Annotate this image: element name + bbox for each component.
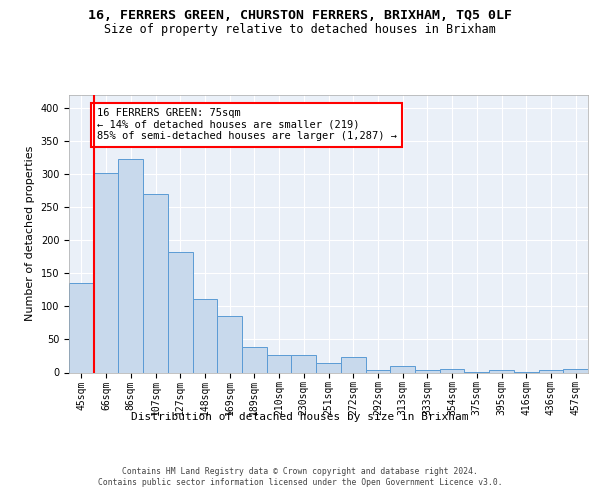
Bar [217, 316, 242, 372]
Text: 16 FERRERS GREEN: 75sqm
← 14% of detached houses are smaller (219)
85% of semi-d: 16 FERRERS GREEN: 75sqm ← 14% of detache… [97, 108, 397, 142]
Bar [143, 194, 168, 372]
Text: Contains HM Land Registry data © Crown copyright and database right 2024.
Contai: Contains HM Land Registry data © Crown c… [98, 468, 502, 487]
Y-axis label: Number of detached properties: Number of detached properties [25, 146, 35, 322]
Bar [440, 368, 464, 372]
Bar [168, 252, 193, 372]
Bar [69, 284, 94, 372]
Bar [489, 370, 514, 372]
Bar [292, 354, 316, 372]
Bar [242, 348, 267, 372]
Bar [267, 354, 292, 372]
Bar [390, 366, 415, 372]
Bar [118, 159, 143, 372]
Bar [316, 362, 341, 372]
Bar [563, 368, 588, 372]
Bar [539, 370, 563, 372]
Bar [415, 370, 440, 372]
Text: Size of property relative to detached houses in Brixham: Size of property relative to detached ho… [104, 22, 496, 36]
Text: 16, FERRERS GREEN, CHURSTON FERRERS, BRIXHAM, TQ5 0LF: 16, FERRERS GREEN, CHURSTON FERRERS, BRI… [88, 9, 512, 22]
Bar [94, 173, 118, 372]
Bar [341, 356, 365, 372]
Text: Distribution of detached houses by size in Brixham: Distribution of detached houses by size … [131, 412, 469, 422]
Bar [193, 298, 217, 372]
Bar [365, 370, 390, 372]
